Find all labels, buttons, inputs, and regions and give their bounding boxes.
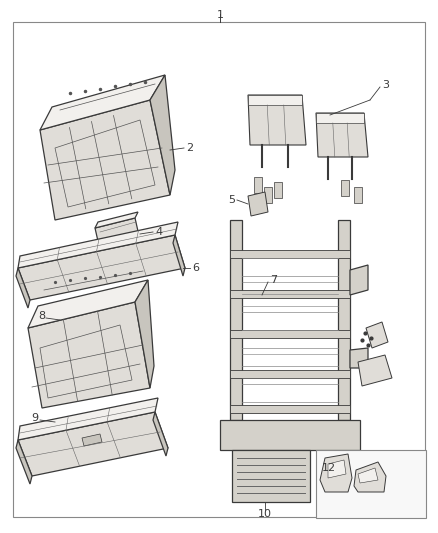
Polygon shape bbox=[358, 355, 392, 386]
Polygon shape bbox=[341, 180, 349, 196]
Polygon shape bbox=[354, 187, 362, 203]
Polygon shape bbox=[95, 212, 138, 228]
Polygon shape bbox=[358, 468, 378, 483]
Polygon shape bbox=[230, 330, 350, 338]
Text: 2: 2 bbox=[186, 143, 193, 153]
Text: 9: 9 bbox=[31, 413, 38, 423]
Polygon shape bbox=[230, 250, 350, 258]
Polygon shape bbox=[16, 268, 30, 308]
Polygon shape bbox=[40, 75, 165, 130]
Polygon shape bbox=[350, 348, 368, 368]
Text: 5: 5 bbox=[228, 195, 235, 205]
Polygon shape bbox=[28, 280, 148, 328]
Text: 3: 3 bbox=[382, 80, 389, 90]
Text: 8: 8 bbox=[38, 311, 45, 321]
Polygon shape bbox=[95, 218, 140, 250]
Polygon shape bbox=[153, 412, 168, 456]
Text: 12: 12 bbox=[322, 463, 336, 473]
Polygon shape bbox=[350, 265, 368, 295]
Polygon shape bbox=[173, 235, 185, 276]
Polygon shape bbox=[16, 440, 32, 484]
Polygon shape bbox=[316, 113, 368, 157]
Polygon shape bbox=[230, 370, 350, 378]
Polygon shape bbox=[354, 462, 386, 492]
Polygon shape bbox=[220, 420, 360, 450]
Polygon shape bbox=[150, 75, 175, 195]
Polygon shape bbox=[274, 182, 282, 198]
Text: 10: 10 bbox=[258, 509, 272, 519]
Polygon shape bbox=[18, 412, 168, 476]
Text: 7: 7 bbox=[270, 275, 277, 285]
Polygon shape bbox=[320, 454, 352, 492]
Polygon shape bbox=[328, 460, 346, 478]
Polygon shape bbox=[28, 302, 150, 408]
Polygon shape bbox=[248, 192, 268, 216]
Polygon shape bbox=[338, 220, 350, 420]
Text: 6: 6 bbox=[192, 263, 199, 273]
Polygon shape bbox=[18, 398, 158, 440]
Polygon shape bbox=[135, 280, 154, 388]
Polygon shape bbox=[230, 290, 350, 298]
Polygon shape bbox=[18, 222, 178, 268]
Polygon shape bbox=[366, 322, 388, 348]
Polygon shape bbox=[82, 434, 102, 446]
Polygon shape bbox=[230, 220, 242, 420]
Polygon shape bbox=[232, 450, 310, 502]
Bar bbox=[316, 450, 426, 518]
Polygon shape bbox=[254, 177, 262, 193]
Polygon shape bbox=[230, 405, 350, 413]
Polygon shape bbox=[248, 95, 306, 145]
Text: 4: 4 bbox=[155, 227, 162, 237]
Polygon shape bbox=[18, 235, 185, 300]
Polygon shape bbox=[316, 113, 364, 123]
Polygon shape bbox=[40, 100, 170, 220]
Text: 1: 1 bbox=[216, 10, 223, 20]
Polygon shape bbox=[248, 95, 302, 105]
Polygon shape bbox=[264, 187, 272, 203]
